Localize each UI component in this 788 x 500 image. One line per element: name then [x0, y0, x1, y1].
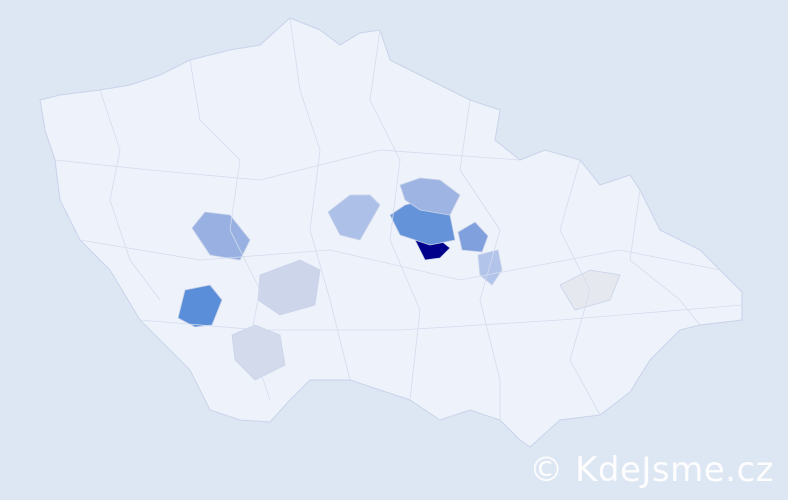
district-region — [477, 249, 503, 286]
watermark: © KdeJsme.cz — [529, 450, 774, 490]
district-region — [231, 324, 286, 381]
district-region — [457, 221, 489, 253]
district-region — [399, 177, 461, 216]
district-region — [177, 284, 223, 328]
district-region — [327, 194, 381, 241]
district-borders — [54, 17, 743, 420]
district-region — [191, 211, 251, 261]
